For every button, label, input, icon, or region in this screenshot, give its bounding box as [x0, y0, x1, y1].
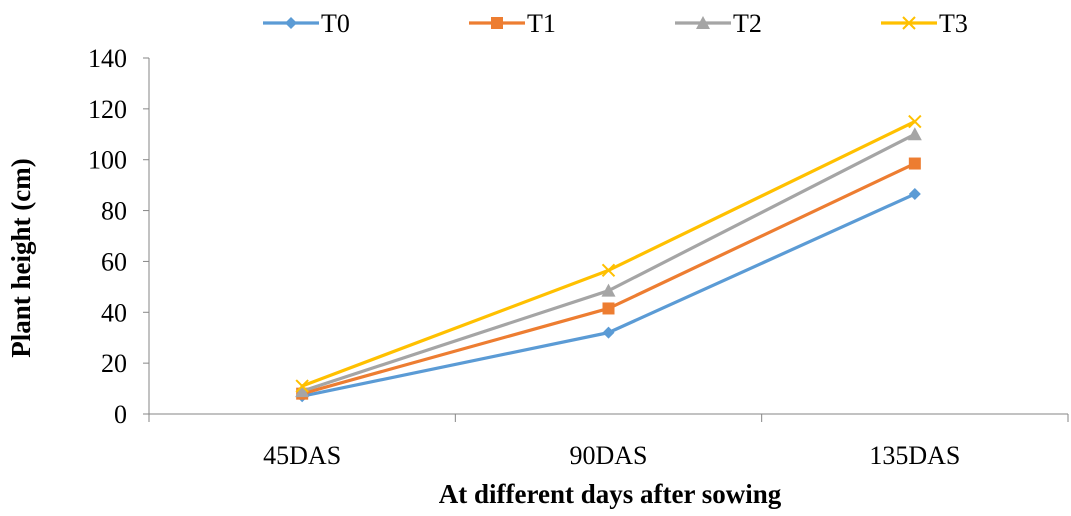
x-axis-title: At different days after sowing [439, 479, 782, 509]
data-point-T1-135DAS [908, 157, 921, 170]
y-tick-label: 20 [101, 349, 127, 378]
data-point-T0-90DAS [602, 326, 615, 339]
legend-marker-T1 [491, 17, 503, 29]
legend-label-T3: T3 [939, 9, 968, 38]
legend-marker-T0 [285, 17, 297, 29]
series-T3 [295, 114, 922, 393]
series-layer [295, 114, 922, 403]
data-point-T1-90DAS [602, 302, 615, 315]
legend-label-T0: T0 [321, 9, 350, 38]
series-T2 [295, 127, 922, 398]
y-tick-label: 80 [101, 197, 127, 226]
y-tick-label: 60 [101, 247, 127, 276]
legend-item-T0: T0 [263, 9, 350, 38]
y-tick-label: 40 [101, 298, 127, 327]
x-tick-label: 90DAS [569, 441, 647, 470]
y-tick-label: 100 [88, 146, 127, 175]
data-point-T2-90DAS [601, 283, 616, 297]
x-tick-label: 45DAS [263, 441, 341, 470]
y-tick-label: 140 [88, 44, 127, 73]
axes: 0 20 40 60 80 100 120 140 45DAS 90DAS 135DAS [88, 44, 1069, 470]
data-point-T0-135DAS [908, 188, 921, 201]
data-point-T3-45DAS [295, 379, 309, 393]
data-point-T2-45DAS [295, 384, 310, 398]
data-point-T2-135DAS [907, 127, 922, 141]
legend: T0 T1 T2 T3 [263, 9, 968, 38]
series-line-T3 [301, 120, 916, 388]
legend-item-T2: T2 [675, 9, 762, 38]
legend-item-T1: T1 [469, 9, 556, 38]
data-point-T3-135DAS [908, 114, 922, 129]
legend-item-T3: T3 [881, 9, 968, 38]
y-tick-label: 0 [114, 400, 127, 429]
legend-marker-T3 [902, 16, 916, 30]
legend-marker-T2 [696, 16, 710, 29]
x-tick-label: 135DAS [869, 441, 960, 470]
series-line-T1 [301, 162, 916, 396]
legend-label-T2: T2 [733, 9, 762, 38]
legend-label-T1: T1 [527, 9, 556, 38]
y-tick-label: 120 [88, 95, 127, 124]
y-axis-title: Plant height (cm) [6, 158, 36, 357]
data-point-T3-90DAS [601, 263, 616, 278]
